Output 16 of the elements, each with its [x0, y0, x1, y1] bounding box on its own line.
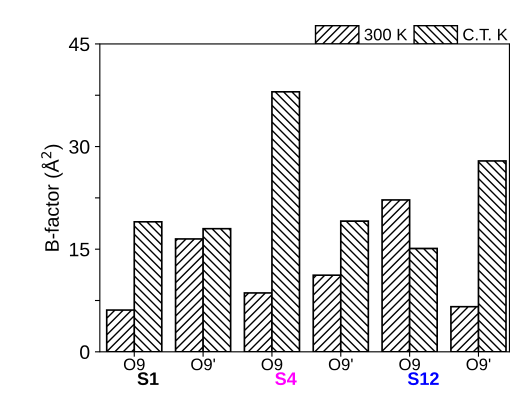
text: S1 [138, 372, 159, 386]
legend-label: 300 K [364, 28, 408, 40]
y-tick-label: 30 [69, 140, 90, 154]
legend-label: C.T. K [463, 28, 508, 40]
x-tick-label: O9' [466, 358, 490, 370]
x-tick-label: O9' [328, 358, 353, 370]
x-tick-label: O9 [262, 358, 282, 370]
y-tick-label: 0 [80, 345, 90, 360]
x-tick-label: O9 [124, 358, 145, 370]
x-tick-label: O9' [191, 358, 215, 370]
x-tick-label: O9 [399, 358, 420, 370]
y-tick-label: 45 [68, 38, 90, 52]
text: S12 [408, 372, 439, 386]
y-axis-title: B-factor (Å$^{2}$) [41, 144, 63, 251]
y-tick-label: 15 [70, 242, 90, 256]
text: S4 [275, 372, 297, 386]
